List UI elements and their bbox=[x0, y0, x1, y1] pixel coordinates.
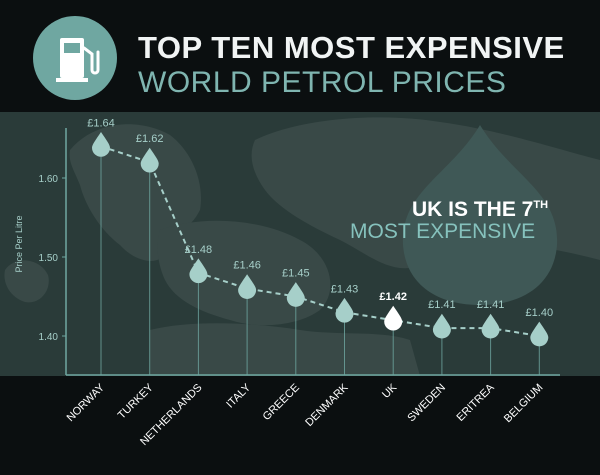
data-label: £1.64 bbox=[87, 117, 115, 129]
map-africa bbox=[150, 323, 420, 376]
x-tick-label: SWEDEN bbox=[405, 382, 448, 425]
data-point-eritrea bbox=[481, 313, 500, 339]
x-tick-label: ERITREA bbox=[455, 381, 498, 424]
data-label: £1.41 bbox=[477, 299, 505, 311]
y-tick-label: 1.60 bbox=[39, 174, 59, 185]
data-label: £1.42 bbox=[379, 291, 407, 303]
data-point-sweden bbox=[432, 313, 451, 339]
fuel-pump-icon bbox=[33, 16, 117, 100]
fuel-pump-icon-display bbox=[64, 43, 80, 53]
callout-headline: UK IS THE 7TH bbox=[412, 198, 548, 222]
x-tick-label: UK bbox=[380, 381, 400, 401]
x-tick-label: DENMARK bbox=[303, 381, 351, 429]
data-label: £1.46 bbox=[233, 260, 261, 272]
data-label: £1.43 bbox=[331, 283, 359, 295]
x-tick-label: GREECE bbox=[261, 382, 302, 423]
data-label: £1.48 bbox=[185, 244, 213, 256]
y-axis-label: Price Per Litre bbox=[14, 215, 24, 272]
y-tick-label: 1.50 bbox=[39, 253, 59, 264]
callout-drop bbox=[402, 125, 558, 305]
data-point-greece bbox=[286, 282, 305, 307]
callout-headline-text: UK IS THE 7 bbox=[412, 198, 534, 221]
x-tick-label: NORWAY bbox=[65, 381, 108, 424]
data-point-norway bbox=[92, 132, 110, 157]
x-tick-label: ITALY bbox=[224, 381, 253, 410]
data-label: £1.41 bbox=[428, 299, 456, 311]
page-title: TOP TEN MOST EXPENSIVE bbox=[138, 30, 565, 65]
data-point-denmark bbox=[335, 297, 354, 323]
x-tick-label: TURKEY bbox=[116, 381, 157, 422]
callout-subline: MOST EXPENSIVE bbox=[350, 220, 536, 243]
data-point-uk bbox=[384, 305, 403, 331]
page-subtitle: WORLD PETROL PRICES bbox=[138, 66, 507, 99]
series-line bbox=[100, 145, 540, 337]
data-label: £1.40 bbox=[526, 307, 554, 319]
fuel-pump-icon-base bbox=[56, 78, 88, 82]
map-uk-island bbox=[4, 260, 49, 303]
data-point-italy bbox=[238, 274, 257, 299]
x-tick-label: BELGIUM bbox=[502, 382, 545, 425]
data-point-turkey bbox=[140, 147, 159, 173]
callout-ordinal-suffix: TH bbox=[533, 199, 549, 211]
data-point-netherlands bbox=[189, 258, 208, 284]
data-label: £1.45 bbox=[282, 268, 310, 280]
y-tick-label: 1.40 bbox=[39, 332, 59, 343]
data-label: £1.62 bbox=[136, 133, 164, 145]
data-point-belgium bbox=[530, 321, 549, 347]
map-scandinavia bbox=[69, 124, 201, 261]
fuel-pump-icon-hose bbox=[82, 46, 100, 75]
